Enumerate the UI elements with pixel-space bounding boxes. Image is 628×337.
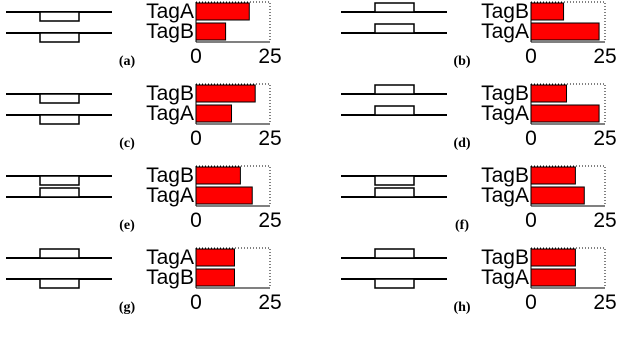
x-tick-label: 0 bbox=[525, 291, 537, 314]
glyph-box-down bbox=[39, 93, 80, 104]
x-tick-label: 25 bbox=[593, 291, 616, 314]
glyph-box-up bbox=[39, 248, 80, 259]
glyph-box-down bbox=[374, 175, 415, 186]
bar-taga bbox=[530, 268, 576, 287]
bar-tagb bbox=[530, 248, 576, 267]
bar-taga bbox=[530, 186, 585, 205]
bar-tagb bbox=[530, 84, 568, 103]
bar-taga bbox=[195, 186, 253, 205]
panel-label: (g) bbox=[119, 300, 136, 315]
panel-label: (b) bbox=[453, 54, 470, 69]
x-tick-label: 0 bbox=[525, 45, 537, 68]
category-label: TagB bbox=[481, 82, 529, 105]
bar-taga bbox=[195, 104, 233, 123]
category-label: TagB bbox=[481, 164, 529, 187]
x-tick-label: 0 bbox=[525, 127, 537, 150]
x-tick-label: 25 bbox=[258, 45, 281, 68]
bar-tagb bbox=[530, 166, 576, 185]
bar-tagb bbox=[530, 2, 565, 21]
glyph-box-down bbox=[39, 114, 80, 125]
bar-tagb bbox=[195, 166, 241, 185]
category-label: TagB bbox=[146, 266, 194, 289]
glyph-box-up bbox=[374, 23, 415, 34]
tag-position-glyph bbox=[341, 248, 447, 289]
x-tick-label: 25 bbox=[258, 209, 281, 232]
category-label: TagB bbox=[146, 164, 194, 187]
bar-taga bbox=[530, 104, 600, 123]
category-label: TagA bbox=[146, 0, 194, 23]
bar-taga bbox=[195, 248, 235, 267]
tag-position-glyph bbox=[6, 11, 112, 43]
x-tick-label: 0 bbox=[525, 209, 537, 232]
tag-position-glyph bbox=[341, 2, 447, 34]
glyph-box-down bbox=[39, 32, 80, 43]
x-tick-label: 0 bbox=[190, 209, 202, 232]
category-label: TagA bbox=[481, 102, 529, 125]
glyph-box-down bbox=[39, 11, 80, 22]
bar-taga bbox=[530, 22, 600, 41]
panel-label: (e) bbox=[119, 218, 135, 233]
category-label: TagA bbox=[481, 184, 529, 207]
x-tick-label: 0 bbox=[190, 291, 202, 314]
category-label: TagA bbox=[146, 102, 194, 125]
tag-position-glyph bbox=[341, 175, 447, 198]
glyph-box-down bbox=[374, 278, 415, 289]
x-tick-label: 25 bbox=[258, 127, 281, 150]
bar-tagb bbox=[195, 84, 256, 103]
glyph-box-up bbox=[374, 248, 415, 259]
tag-position-glyph bbox=[6, 248, 112, 289]
x-tick-label: 25 bbox=[258, 291, 281, 314]
x-tick-label: 25 bbox=[593, 209, 616, 232]
glyph-box-up bbox=[39, 187, 80, 198]
category-label: TagB bbox=[146, 82, 194, 105]
x-tick-label: 0 bbox=[190, 45, 202, 68]
tag-position-glyph bbox=[6, 175, 112, 198]
category-label: TagA bbox=[146, 246, 194, 269]
tag-position-glyph bbox=[6, 93, 112, 125]
x-tick-label: 25 bbox=[593, 45, 616, 68]
glyph-box-up bbox=[374, 105, 415, 116]
panel-label: (f) bbox=[455, 218, 469, 233]
glyph-box-up bbox=[374, 84, 415, 95]
glyph-box-up bbox=[374, 2, 415, 13]
category-label: TagB bbox=[481, 246, 529, 269]
glyph-box-down bbox=[39, 175, 80, 186]
bar-taga bbox=[195, 2, 250, 21]
category-label: TagB bbox=[481, 0, 529, 23]
x-tick-label: 25 bbox=[593, 127, 616, 150]
category-label: TagA bbox=[481, 20, 529, 43]
bar-tagb bbox=[195, 268, 235, 287]
category-label: TagA bbox=[481, 266, 529, 289]
bar-tagb bbox=[195, 22, 227, 41]
panel-label: (a) bbox=[119, 54, 136, 69]
panel-label: (h) bbox=[453, 300, 470, 315]
glyph-box-down bbox=[39, 278, 80, 289]
category-label: TagB bbox=[146, 20, 194, 43]
tag-position-glyph bbox=[341, 84, 447, 116]
glyph-box-up bbox=[374, 187, 415, 198]
category-label: TagA bbox=[146, 184, 194, 207]
panel-label: (d) bbox=[453, 136, 470, 151]
x-tick-label: 0 bbox=[190, 127, 202, 150]
panel-label: (c) bbox=[119, 136, 135, 151]
